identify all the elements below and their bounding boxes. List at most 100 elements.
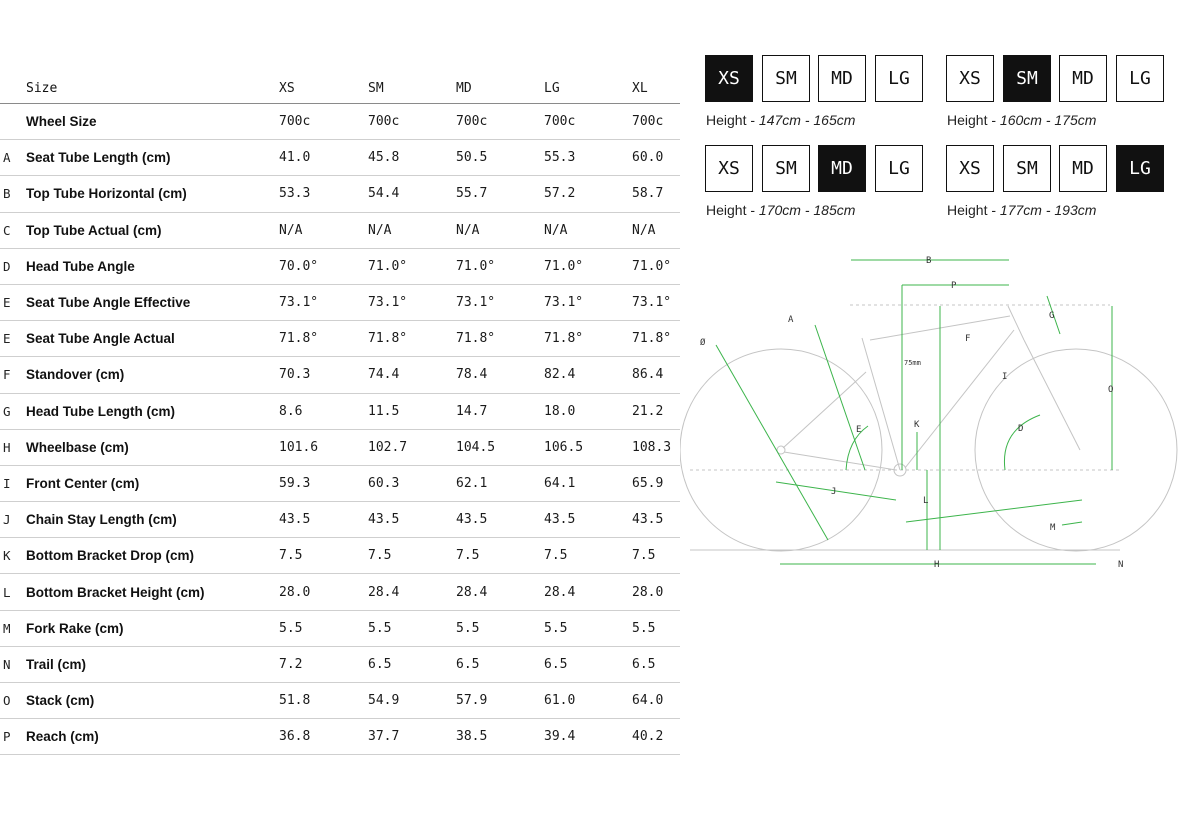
cell-sm: N/A [368, 222, 392, 238]
cell-xl: 43.5 [632, 512, 664, 528]
cell-sm: 71.8° [368, 331, 408, 347]
size-option-xs[interactable]: XS [705, 55, 753, 102]
table-header-row: Size XS SM MD LG XL [0, 73, 680, 104]
dimension-lines [715, 259, 1113, 565]
label-offset: 75mm [904, 359, 921, 367]
table-row: N Trail (cm) 7.2 6.5 6.5 6.5 6.5 [0, 647, 680, 683]
cell-sm: 37.7 [368, 729, 400, 745]
row-letter: N [3, 656, 11, 672]
cell-lg: 39.4 [544, 729, 576, 745]
dim-g [1046, 295, 1061, 335]
cell-lg: 73.1° [544, 295, 584, 311]
size-option-sm[interactable]: SM [1003, 55, 1051, 102]
size-option-sm[interactable]: SM [1003, 145, 1051, 192]
cell-md: 38.5 [456, 729, 488, 745]
table-row: P Reach (cm) 36.8 37.7 38.5 39.4 40.2 [0, 719, 680, 756]
row-label: Front Center (cm) [26, 475, 140, 491]
height-prefix: Height - [706, 202, 759, 218]
size-option-lg[interactable]: LG [875, 55, 923, 102]
cell-xl: 28.0 [632, 584, 664, 600]
cell-md: 55.7 [456, 186, 488, 202]
row-label: Standover (cm) [26, 367, 125, 383]
label-d: D [1018, 424, 1023, 434]
size-option-md[interactable]: MD [818, 55, 866, 102]
cell-md: 14.7 [456, 403, 488, 419]
size-option-md[interactable]: MD [818, 145, 866, 192]
dimension-labels: B P G F I O D A Ø E K J L M H N 75mm [700, 256, 1123, 570]
cell-lg: 82.4 [544, 367, 576, 383]
size-option-xs[interactable]: XS [705, 145, 753, 192]
cell-xs: 36.8 [279, 729, 311, 745]
cell-xl: 71.0° [632, 258, 672, 274]
cell-lg: N/A [544, 222, 568, 238]
row-label: Bottom Bracket Drop (cm) [26, 548, 195, 564]
size-option-sm[interactable]: SM [762, 145, 810, 192]
size-option-md[interactable]: MD [1059, 145, 1107, 192]
size-option-xs[interactable]: XS [946, 55, 994, 102]
cell-lg: 43.5 [544, 512, 576, 528]
size-option-md[interactable]: MD [1059, 55, 1107, 102]
label-p: P [951, 281, 957, 291]
label-f: F [965, 334, 970, 344]
table-row: B Top Tube Horizontal (cm) 53.3 54.4 55.7 57.… [0, 176, 680, 213]
cell-md: 71.0° [456, 258, 496, 274]
size-header-xl: XL [632, 80, 648, 96]
cell-lg: 64.1 [544, 475, 576, 491]
dim-a [814, 324, 866, 471]
bike-frame-outline [680, 304, 1178, 552]
cell-xs: 53.3 [279, 186, 311, 202]
height-prefix: Height - [706, 112, 759, 128]
cell-lg: 106.5 [544, 439, 584, 455]
table-body: Wheel Size 700c 700c 700c 700c 700c A Seat Tube… [0, 104, 680, 756]
label-h: H [934, 560, 939, 570]
seat-tube [861, 337, 901, 471]
cell-sm: 73.1° [368, 295, 408, 311]
label-l: L [923, 496, 928, 506]
table-row: G Head Tube Length (cm) 8.6 11.5 14.7 18.0 21.… [0, 394, 680, 430]
row-letter: P [3, 729, 11, 745]
cell-xs: 7.5 [279, 548, 303, 564]
cell-sm: 11.5 [368, 403, 400, 419]
seat-stay [782, 371, 867, 449]
size-option-lg[interactable]: LG [1116, 55, 1164, 102]
cell-sm: 74.4 [368, 367, 400, 383]
size-option-xs[interactable]: XS [946, 145, 994, 192]
row-letter: E [3, 295, 11, 311]
row-label: Reach (cm) [26, 729, 99, 745]
size-option-lg[interactable]: LG [875, 145, 923, 192]
table-row: M Fork Rake (cm) 5.5 5.5 5.5 5.5 5.5 [0, 611, 680, 647]
cell-md: 7.5 [456, 548, 480, 564]
cell-xl: 40.2 [632, 729, 664, 745]
geometry-table: Size XS SM MD LG XL Wheel Size 700c 700c 70… [0, 73, 680, 756]
cell-sm: 71.0° [368, 258, 408, 274]
cell-lg: 71.0° [544, 258, 584, 274]
cell-xs: 73.1° [279, 295, 319, 311]
table-row: K Bottom Bracket Drop (cm) 7.5 7.5 7.5 7.5 7.5 [0, 538, 680, 575]
row-letter: E [3, 331, 11, 347]
row-letter: F [3, 367, 11, 383]
dim-wheel [715, 344, 829, 541]
label-e: E [856, 425, 861, 435]
cell-md: 28.4 [456, 584, 488, 600]
row-letter: A [3, 150, 11, 166]
size-option-lg[interactable]: LG [1116, 145, 1164, 192]
cell-sm: 45.8 [368, 150, 400, 166]
table-row: C Top Tube Actual (cm) N/A N/A N/A N/A N/A [0, 213, 680, 249]
cell-xs: 70.3 [279, 367, 311, 383]
label-n: N [1118, 560, 1123, 570]
cell-sm: 43.5 [368, 512, 400, 528]
row-letter: I [3, 475, 11, 491]
table-row: L Bottom Bracket Height (cm) 28.0 28.4 28.4 2… [0, 574, 680, 611]
dim-m [1061, 521, 1083, 526]
row-label: Chain Stay Length (cm) [26, 512, 177, 528]
row-letter: H [3, 439, 11, 455]
head-tube [1007, 305, 1025, 341]
row-label: Wheel Size [26, 114, 97, 130]
cell-md: 5.5 [456, 620, 480, 636]
cell-xl: 73.1° [632, 295, 672, 311]
label-o: O [1108, 385, 1113, 395]
size-header-md: MD [456, 80, 472, 96]
size-option-sm[interactable]: SM [762, 55, 810, 102]
cell-xs: 28.0 [279, 584, 311, 600]
table-row: E Seat Tube Angle Effective 73.1° 73.1° 73.1… [0, 285, 680, 322]
